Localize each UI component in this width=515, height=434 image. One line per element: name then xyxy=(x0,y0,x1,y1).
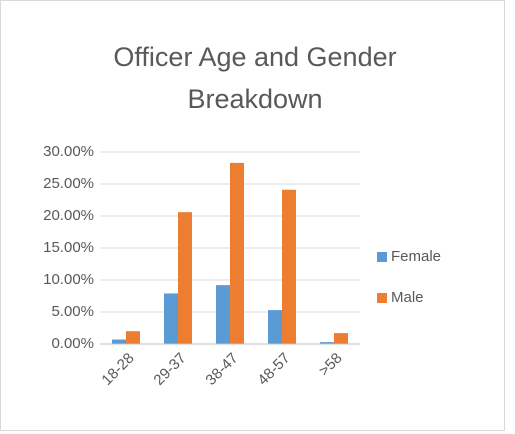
bar xyxy=(178,212,192,344)
bar xyxy=(216,285,230,344)
bar xyxy=(164,293,178,344)
bar xyxy=(334,333,348,344)
bar xyxy=(320,342,334,344)
bar xyxy=(282,189,296,344)
legend-swatch xyxy=(377,293,387,303)
bar xyxy=(230,162,244,344)
legend-label: Female xyxy=(391,248,441,265)
y-tick-label: 30.00% xyxy=(43,143,94,160)
y-tick-label: 10.00% xyxy=(43,271,94,288)
legend-label: Male xyxy=(391,289,424,306)
y-tick-label: 20.00% xyxy=(43,207,94,224)
y-tick-label: 25.00% xyxy=(43,175,94,192)
chart-title: Officer Age and Gender Breakdown xyxy=(113,42,397,114)
y-tick-label: 15.00% xyxy=(43,239,94,256)
bar xyxy=(112,339,126,344)
bar xyxy=(268,310,282,344)
legend-swatch xyxy=(377,252,387,262)
y-tick-label: 5.00% xyxy=(51,303,94,320)
y-tick-label: 0.00% xyxy=(51,335,94,352)
bar xyxy=(126,331,140,344)
